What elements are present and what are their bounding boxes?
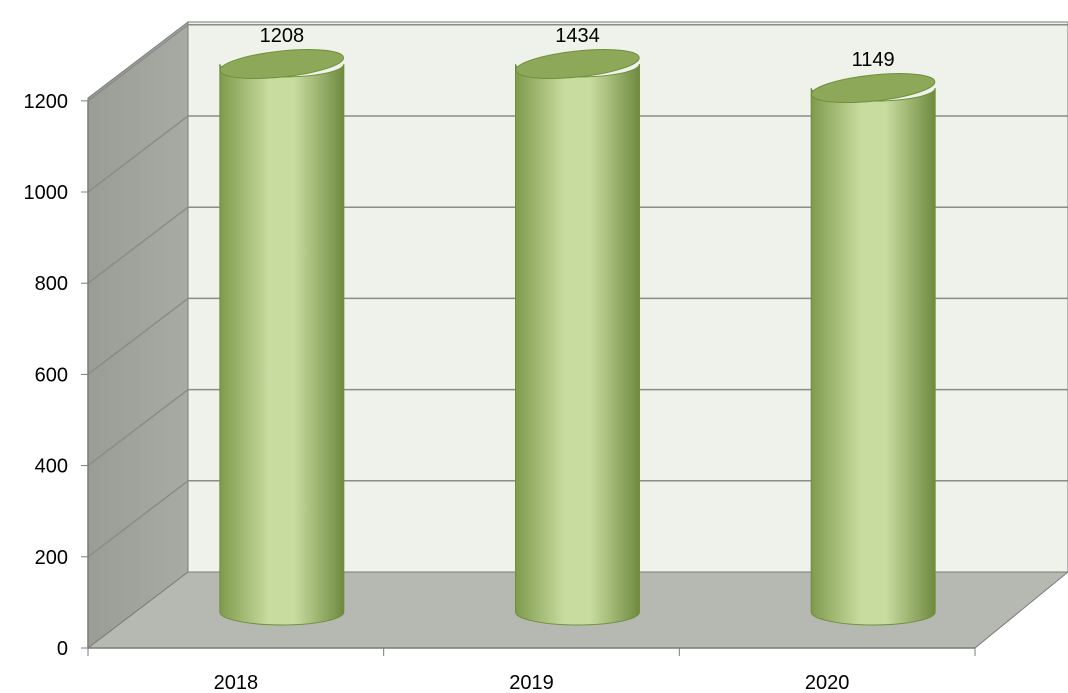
gridline-diagonal (87, 206, 189, 284)
y-tick-label: 200 (35, 547, 68, 569)
bar-2018 (219, 49, 345, 626)
bar-top (515, 49, 640, 79)
bar-2019 (515, 49, 640, 626)
data-label: 1208 (260, 25, 305, 47)
axes (87, 100, 976, 656)
gridline-diagonal (87, 480, 189, 558)
x-tick-label: 2019 (509, 672, 554, 693)
bar-top (219, 49, 345, 79)
side-wall (87, 20, 189, 650)
x-axis-tick-labels: 2018 2019 2020 (214, 672, 850, 693)
bar-2020 (810, 73, 936, 626)
bar-body (219, 63, 345, 626)
gridline-diagonal (87, 297, 189, 375)
gridline-diagonal (87, 389, 189, 467)
data-label: 1434 (555, 25, 600, 47)
bar-body (515, 63, 640, 626)
x-tick-label: 2018 (214, 672, 259, 693)
gridline-diagonal (87, 24, 189, 102)
y-tick-label: 0 (57, 638, 68, 660)
data-labels: 1208 1434 1149 (260, 25, 895, 71)
y-tick-label: 600 (35, 364, 68, 386)
x-tick-label: 2020 (805, 672, 850, 693)
y-tick-label: 800 (35, 273, 68, 295)
bar-body (810, 87, 936, 626)
y-tick-label: 400 (35, 456, 68, 478)
bar-top (810, 73, 936, 104)
bars (219, 49, 936, 626)
y-tick-label: 1000 (24, 182, 69, 204)
y-tick-label: 1200 (24, 91, 69, 113)
gridline-diagonal (87, 115, 189, 193)
data-label: 1149 (852, 49, 895, 71)
y-axis-tick-labels: 0 200 400 600 800 1000 1200 (24, 91, 69, 660)
